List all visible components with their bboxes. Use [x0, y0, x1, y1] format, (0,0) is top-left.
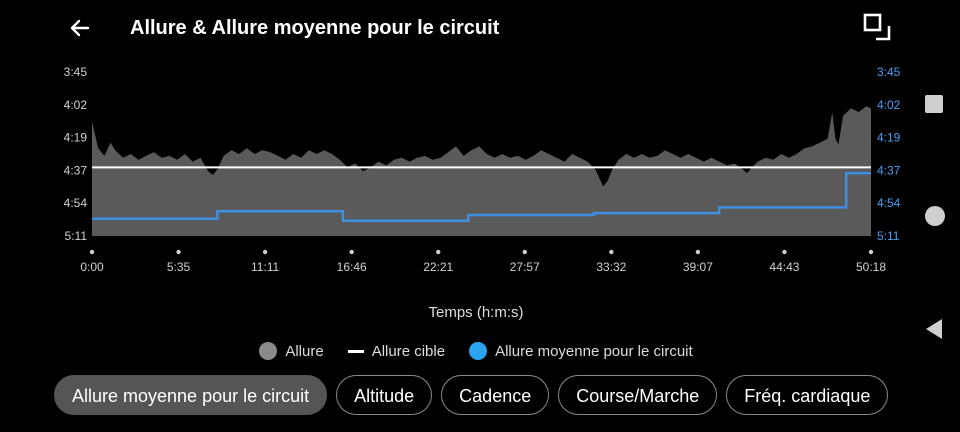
x-tick-label: 0:00 [80, 260, 104, 274]
x-tick-dot [522, 249, 527, 255]
x-tick-label: 22:21 [423, 260, 453, 274]
series-allure-moyenne-line [92, 171, 871, 222]
circle-icon[interactable] [924, 205, 946, 227]
chip-cadence[interactable]: Cadence [441, 375, 550, 415]
chip-allure-moyenne[interactable]: Allure moyenne pour le circuit [54, 375, 328, 415]
x-axis-title: Temps (h:m:s) [428, 304, 524, 321]
system-nav-bar [910, 0, 960, 432]
x-tick-label: 16:46 [337, 260, 367, 274]
y-tick-label-left: 4:37 [64, 163, 88, 177]
x-axis: 0:00 5:35 11:11 16:46 22:21 27:57 33:32 39:07 44… [80, 249, 886, 274]
y-tick-label-right: 5:11 [877, 229, 900, 243]
x-tick-label: 44:43 [769, 260, 799, 274]
y-tick-label-left: 4:19 [64, 131, 88, 145]
x-tick-dot [609, 249, 614, 255]
x-tick-dot [262, 249, 268, 255]
y-tick-label-right: 4:02 [877, 98, 901, 112]
legend-label: Allure cible [371, 342, 446, 360]
y-tick-label-right: 3:45 [877, 65, 901, 79]
pace-chart[interactable]: 3:45 4:02 4:19 4:37 4:54 5:11 3:45 4:02 4:19 4:3… [0, 56, 910, 276]
legend-swatch-allure-moyenne [469, 342, 488, 360]
fullscreen-icon[interactable] [862, 12, 894, 44]
app-header: Allure & Allure moyenne pour le circuit [0, 0, 910, 56]
y-tick-label-right: 4:54 [877, 196, 901, 210]
legend-item-allure-cible: Allure cible [347, 342, 446, 360]
x-tick-dot [436, 249, 441, 255]
y-tick-label-left: 4:02 [64, 98, 88, 112]
triangle-back-icon[interactable] [924, 318, 944, 340]
legend-item-allure: Allure [259, 342, 324, 360]
x-tick-label: 39:07 [683, 260, 713, 274]
metric-chip-row[interactable]: Allure moyenne pour le circuit Altitude Ca… [54, 375, 904, 419]
chip-course-marche[interactable]: Course/Marche [558, 375, 718, 415]
x-tick-dot [782, 249, 787, 255]
y-tick-label-right: 4:37 [877, 163, 901, 177]
legend-item-allure-moyenne: Allure moyenne pour le circuit [469, 342, 693, 360]
y-tick-label-left: 4:54 [64, 196, 88, 210]
chart-legend: Allure Allure cible Allure moyenne pour … [0, 342, 952, 360]
page-title: Allure & Allure moyenne pour le circuit [130, 17, 500, 39]
arrow-left-icon[interactable] [66, 14, 94, 42]
x-tick-dot [349, 249, 354, 255]
y-tick-label-left: 3:45 [64, 65, 88, 79]
series-allure-area [92, 106, 871, 236]
y-axis-right: 3:45 4:02 4:19 4:37 4:54 5:11 [877, 65, 901, 243]
x-tick-dot [695, 249, 701, 255]
x-tick-label: 27:57 [510, 260, 540, 274]
y-tick-label-right: 4:19 [877, 131, 901, 145]
legend-label: Allure [285, 342, 324, 360]
x-tick-dot [176, 249, 181, 255]
y-tick-label-left: 5:11 [65, 229, 88, 243]
legend-label: Allure moyenne pour le circuit [495, 342, 693, 360]
x-tick-dot [89, 249, 95, 255]
x-tick-dot [868, 249, 874, 255]
legend-swatch-allure-cible [347, 349, 364, 353]
legend-swatch-allure [259, 342, 278, 360]
chip-freq-cardiaque[interactable]: Fréq. cardiaque [726, 375, 889, 415]
square-icon[interactable] [924, 94, 944, 114]
x-tick-label: 5:35 [167, 260, 191, 274]
chip-altitude[interactable]: Altitude [336, 375, 433, 415]
x-tick-label: 50:18 [856, 260, 886, 274]
x-tick-label: 11:11 [251, 260, 280, 274]
y-axis-left: 3:45 4:02 4:19 4:37 4:54 5:11 [64, 65, 88, 243]
x-tick-label: 33:32 [596, 260, 626, 274]
